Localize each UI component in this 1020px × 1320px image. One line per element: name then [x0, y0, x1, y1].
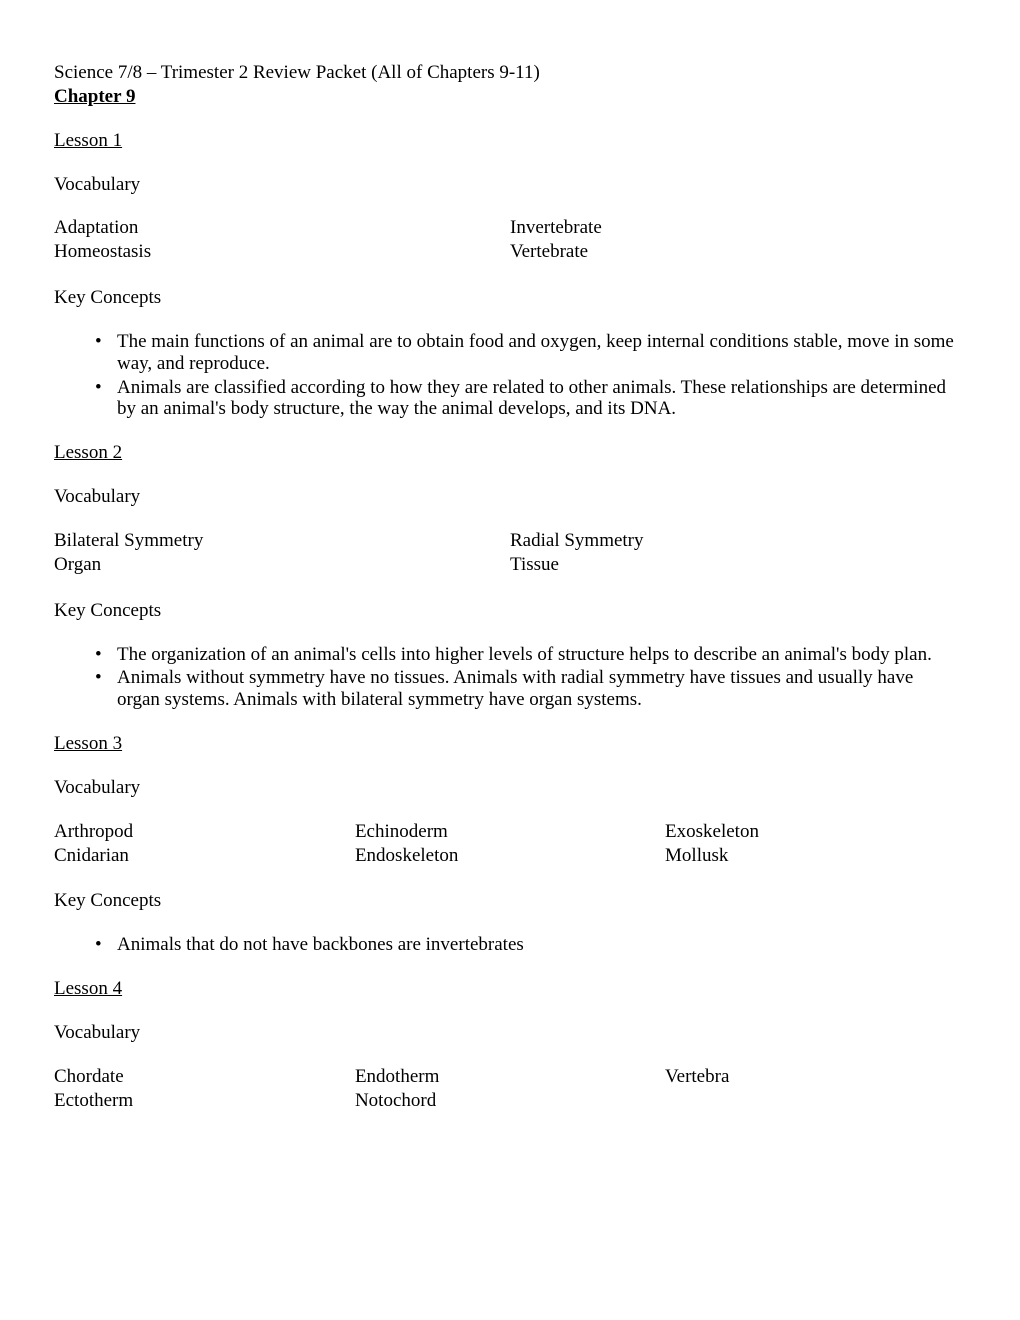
vocab-column: Exoskeleton Mollusk	[665, 821, 966, 869]
vocabulary-label: Vocabulary	[54, 777, 966, 799]
vocab-column: Chordate Ectotherm	[54, 1066, 355, 1114]
lesson-1-heading: Lesson 1	[54, 130, 966, 152]
vocabulary-label: Vocabulary	[54, 174, 966, 196]
vocab-term: Arthropod	[54, 821, 355, 843]
lesson-1-concepts: The main functions of an animal are to o…	[54, 331, 966, 420]
lesson-4-heading: Lesson 4	[54, 978, 966, 1000]
vocab-term: Organ	[54, 554, 510, 576]
key-concepts-label: Key Concepts	[54, 287, 966, 309]
vocab-column: Adaptation Homeostasis	[54, 217, 510, 265]
concept-item: Animals that do not have backbones are i…	[117, 934, 966, 956]
vocab-column: Echinoderm Endoskeleton	[355, 821, 665, 869]
key-concepts-label: Key Concepts	[54, 600, 966, 622]
lesson-3-heading: Lesson 3	[54, 733, 966, 755]
vocab-term: Invertebrate	[510, 217, 966, 239]
concept-item: Animals without symmetry have no tissues…	[117, 667, 966, 711]
vocab-term: Vertebra	[665, 1066, 966, 1088]
vocab-term: Chordate	[54, 1066, 355, 1088]
lesson-4-vocab: Chordate Ectotherm Endotherm Notochord V…	[54, 1066, 966, 1114]
vocab-column: Arthropod Cnidarian	[54, 821, 355, 869]
lesson-2-concepts: The organization of an animal's cells in…	[54, 644, 966, 712]
vocab-column: Endotherm Notochord	[355, 1066, 665, 1114]
vocab-column: Bilateral Symmetry Organ	[54, 530, 510, 578]
vocab-term: Mollusk	[665, 845, 966, 867]
vocab-term: Endoskeleton	[355, 845, 665, 867]
vocab-term: Radial Symmetry	[510, 530, 966, 552]
lesson-3-concepts: Animals that do not have backbones are i…	[54, 934, 966, 956]
key-concepts-label: Key Concepts	[54, 890, 966, 912]
vocab-term: Ectotherm	[54, 1090, 355, 1112]
vocab-term: Tissue	[510, 554, 966, 576]
vocab-column: Radial Symmetry Tissue	[510, 530, 966, 578]
chapter-heading: Chapter 9	[54, 86, 966, 108]
lesson-2-vocab: Bilateral Symmetry Organ Radial Symmetry…	[54, 530, 966, 578]
lesson-2-heading: Lesson 2	[54, 442, 966, 464]
vocab-term: Exoskeleton	[665, 821, 966, 843]
vocab-term: Notochord	[355, 1090, 665, 1112]
vocab-term: Endotherm	[355, 1066, 665, 1088]
document-title: Science 7/8 – Trimester 2 Review Packet …	[54, 62, 966, 84]
vocab-term: Vertebrate	[510, 241, 966, 263]
vocab-term: Homeostasis	[54, 241, 510, 263]
vocab-term: Bilateral Symmetry	[54, 530, 510, 552]
vocab-column: Invertebrate Vertebrate	[510, 217, 966, 265]
vocabulary-label: Vocabulary	[54, 486, 966, 508]
concept-item: The main functions of an animal are to o…	[117, 331, 966, 375]
lesson-1-vocab: Adaptation Homeostasis Invertebrate Vert…	[54, 217, 966, 265]
lesson-3-vocab: Arthropod Cnidarian Echinoderm Endoskele…	[54, 821, 966, 869]
vocab-term: Adaptation	[54, 217, 510, 239]
vocab-column: Vertebra	[665, 1066, 966, 1114]
vocab-term: Echinoderm	[355, 821, 665, 843]
vocab-term: Cnidarian	[54, 845, 355, 867]
concept-item: The organization of an animal's cells in…	[117, 644, 966, 666]
vocabulary-label: Vocabulary	[54, 1022, 966, 1044]
concept-item: Animals are classified according to how …	[117, 377, 966, 421]
